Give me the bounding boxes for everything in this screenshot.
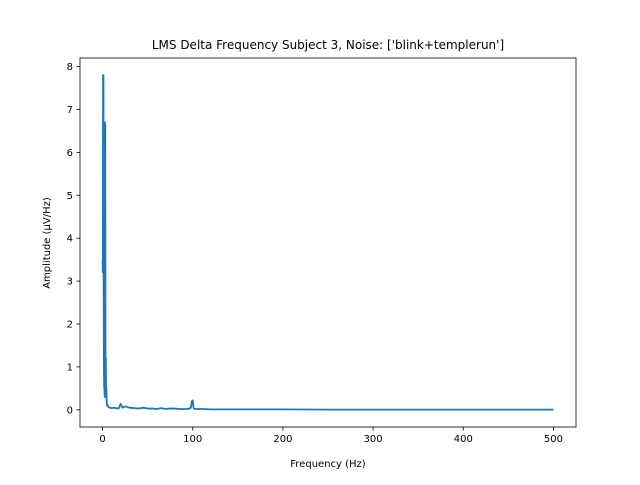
x-tick-label: 300 — [364, 434, 383, 445]
y-tick-label: 3 — [67, 277, 73, 288]
plot-area: 0 100 200 300 400 500 0 1 2 3 4 5 6 7 8 — [67, 57, 577, 445]
x-tick-label: 0 — [99, 434, 105, 445]
x-tick-label: 400 — [454, 434, 473, 445]
x-tick-label: 200 — [273, 434, 292, 445]
y-tick-label: 5 — [67, 191, 73, 202]
x-tick-label: 100 — [183, 434, 202, 445]
axes-frame — [79, 57, 577, 428]
y-tick-label: 2 — [67, 320, 73, 331]
y-tick-label: 0 — [67, 405, 73, 416]
x-tick-label: 500 — [544, 434, 563, 445]
y-tick-label: 8 — [67, 62, 73, 73]
chart-title: LMS Delta Frequency Subject 3, Noise: ['… — [152, 38, 504, 52]
y-tick-label: 1 — [67, 362, 73, 373]
y-tick-label: 7 — [67, 105, 73, 116]
series-line-0 — [101, 74, 554, 411]
y-tick-label: 4 — [67, 234, 73, 245]
y-axis-label: Amplitude (μV/Hz) — [42, 197, 53, 289]
x-axis-label: Frequency (Hz) — [290, 459, 366, 470]
y-tick-label: 6 — [67, 148, 73, 159]
